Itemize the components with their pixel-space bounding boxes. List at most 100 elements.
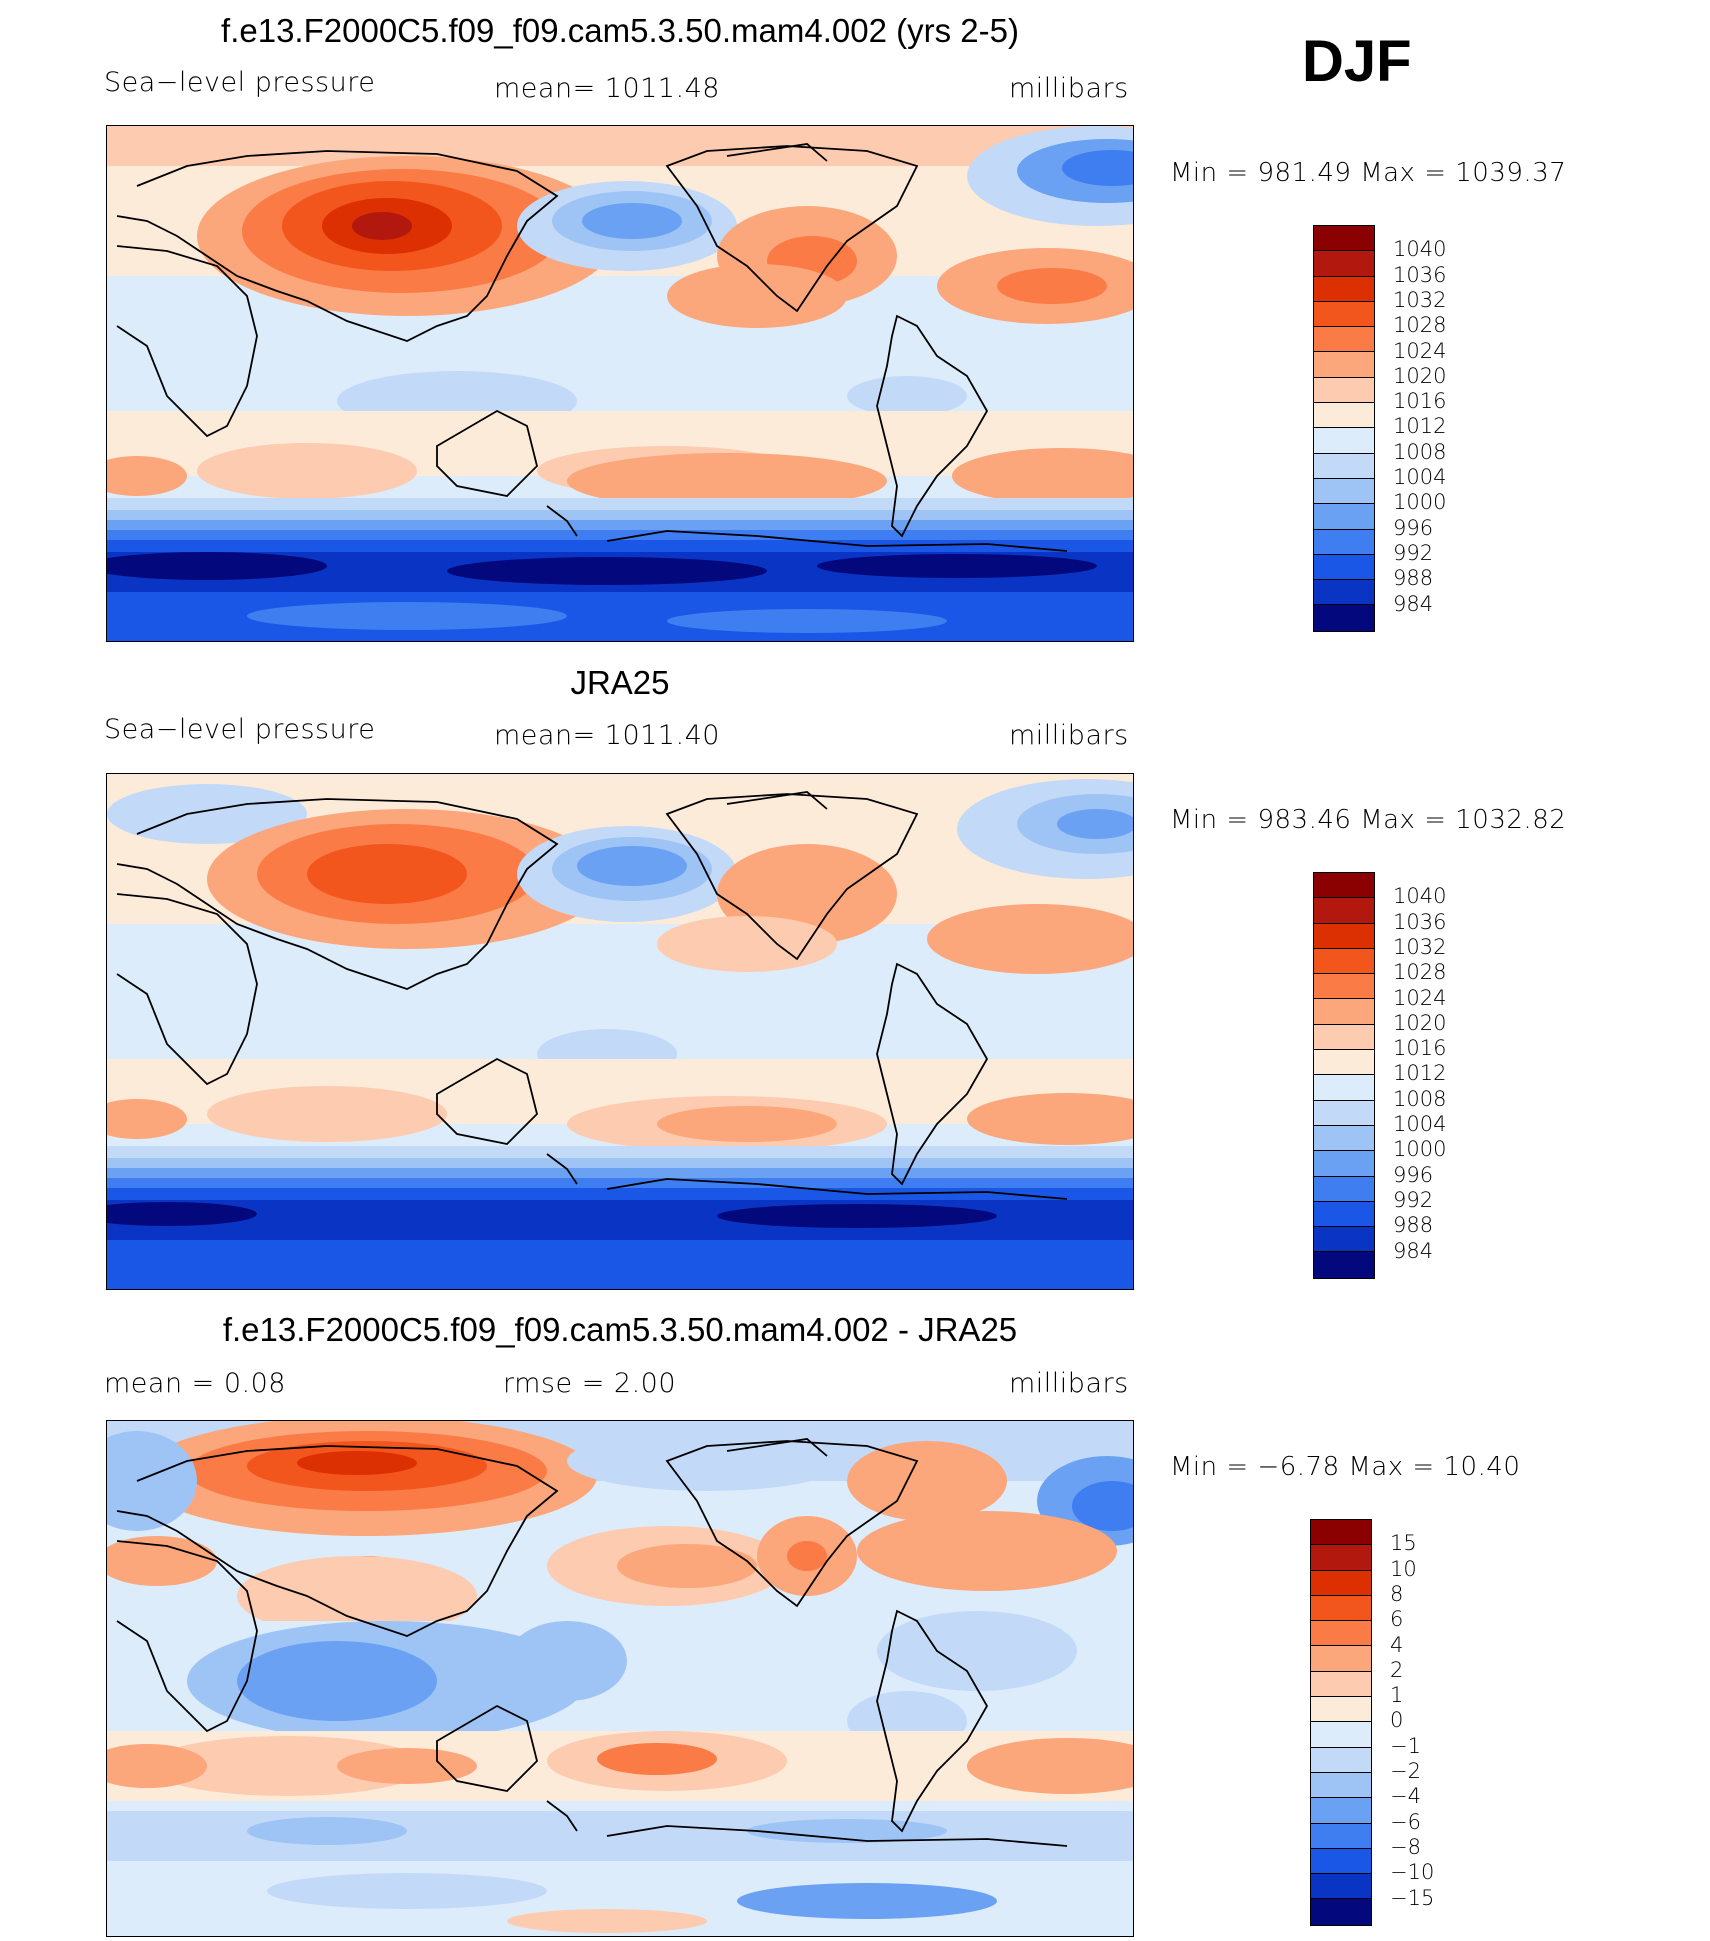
colorbar-model-label: 992 — [1393, 540, 1434, 565]
colorbar-obs-swatch — [1314, 1075, 1374, 1101]
colorbar-model-swatch — [1314, 403, 1374, 429]
colorbar-obs-swatch — [1314, 923, 1374, 949]
colorbar-obs-swatch — [1314, 1201, 1374, 1228]
colorbar-diff-label: −2 — [1390, 1759, 1421, 1783]
panel-mean-obs: mean= 1011.40 — [494, 720, 720, 751]
colorbar-diff-swatch — [1311, 1621, 1371, 1647]
colorbar-obs-label: 1004 — [1393, 1112, 1447, 1136]
colorbar-diff-label: −4 — [1390, 1784, 1421, 1809]
colorbar-model-swatch — [1314, 327, 1374, 353]
colorbar-model-swatch — [1314, 301, 1374, 328]
map-obs-svg — [107, 774, 1133, 1289]
colorbar-obs-label: 1028 — [1393, 960, 1447, 985]
panel-mean-diff: mean = 0.08 — [104, 1368, 286, 1399]
map-obs — [106, 773, 1134, 1290]
colorbar-model-label: 1032 — [1393, 287, 1447, 312]
panel-units-diff: millibars — [1009, 1368, 1129, 1399]
colorbar-diff-swatch — [1311, 1823, 1371, 1849]
colorbar-diff-swatch — [1311, 1570, 1371, 1596]
colorbar-diff-label: 1 — [1390, 1683, 1404, 1708]
panel-left-label-obs: Sea−level pressure — [104, 714, 376, 745]
colorbar-model-swatch — [1314, 251, 1374, 277]
colorbar-obs-swatch — [1314, 999, 1374, 1025]
colorbar-model-label: 1040 — [1393, 237, 1447, 262]
map-model-svg — [107, 126, 1133, 641]
panel-minmax-diff: Min = −6.78 Max = 10.40 — [1170, 1452, 1521, 1482]
colorbar-obs-label: 1016 — [1393, 1036, 1447, 1061]
colorbar-obs-label: 1040 — [1393, 884, 1447, 909]
colorbar-obs-swatch — [1314, 1151, 1374, 1177]
colorbar-diff-swatches — [1310, 1519, 1372, 1926]
colorbar-diff-swatch — [1311, 1798, 1371, 1824]
colorbar-model-swatch — [1314, 580, 1374, 606]
colorbar-diff-swatch — [1311, 1595, 1371, 1622]
colorbar-diff-label: 4 — [1390, 1632, 1404, 1657]
colorbar-diff-swatch — [1311, 1747, 1371, 1773]
panel-title-obs: JRA25 — [570, 664, 670, 701]
map-diff — [106, 1420, 1134, 1937]
colorbar-model-label: 1024 — [1393, 338, 1447, 363]
colorbar-diff-swatch — [1311, 1646, 1371, 1672]
colorbar-obs-label: 984 — [1393, 1238, 1434, 1263]
colorbar-obs-swatch — [1314, 1050, 1374, 1076]
colorbar-model-label: 1008 — [1393, 439, 1447, 464]
colorbar-obs-swatch — [1314, 1024, 1374, 1051]
colorbar-obs-swatch — [1314, 1227, 1374, 1253]
colorbar-obs-swatch — [1314, 1125, 1374, 1152]
colorbar-model-swatch — [1314, 276, 1374, 302]
colorbar-diff-swatch — [1311, 1899, 1371, 1925]
colorbar-diff-label: 10 — [1390, 1556, 1417, 1581]
colorbar-diff-label: −6 — [1390, 1809, 1421, 1834]
colorbar-obs-swatch — [1314, 1176, 1374, 1202]
colorbar-diff-swatch — [1311, 1697, 1371, 1723]
colorbar-model-swatch — [1314, 605, 1374, 631]
colorbar-model-swatch — [1314, 428, 1374, 454]
panel-title-model: f.e13.F2000C5.f09_f09.cam5.3.50.mam4.002… — [221, 12, 1019, 49]
colorbar-diff-label: −10 — [1390, 1860, 1435, 1885]
colorbar-obs-label: 1000 — [1393, 1137, 1447, 1162]
colorbar-diff-label: 15 — [1390, 1531, 1417, 1556]
colorbar-diff-label: 8 — [1390, 1581, 1404, 1606]
panel-units-model: millibars — [1009, 73, 1129, 104]
colorbar-model-swatch — [1314, 377, 1374, 404]
colorbar-diff-swatch — [1311, 1848, 1371, 1875]
panel-minmax-obs: Min = 983.46 Max = 1032.82 — [1170, 805, 1567, 835]
colorbar-model-swatch — [1314, 554, 1374, 581]
colorbar-model-label: 1036 — [1393, 262, 1447, 287]
colorbar-model-swatches — [1313, 225, 1375, 632]
colorbar-obs-swatches — [1313, 872, 1375, 1279]
panel-mean-model: mean= 1011.48 — [494, 73, 720, 104]
colorbar-model-label: 1012 — [1393, 414, 1447, 439]
colorbar-model-label: 1020 — [1393, 363, 1447, 388]
colorbar-model-swatch — [1314, 504, 1374, 530]
colorbar-model-label: 996 — [1393, 515, 1434, 540]
colorbar-model-swatch — [1314, 478, 1374, 505]
colorbar-diff-label: −15 — [1390, 1885, 1435, 1910]
colorbar-diff-label: 2 — [1390, 1657, 1404, 1682]
colorbar-obs-swatch — [1314, 974, 1374, 1000]
colorbar-diff-swatch — [1311, 1772, 1371, 1799]
colorbar-model-swatch — [1314, 529, 1374, 555]
map-model — [106, 125, 1134, 642]
panel-minmax-model: Min = 981.49 Max = 1039.37 — [1170, 158, 1567, 188]
colorbar-obs-swatch — [1314, 948, 1374, 975]
colorbar-model-label: 984 — [1393, 591, 1434, 616]
colorbar-obs-swatch — [1314, 898, 1374, 924]
panel-left-label-model: Sea−level pressure — [104, 67, 376, 98]
colorbar-diff-label: −8 — [1390, 1834, 1421, 1859]
panel-title-diff: f.e13.F2000C5.f09_f09.cam5.3.50.mam4.002… — [222, 1311, 1018, 1348]
colorbar-diff-swatch — [1311, 1874, 1371, 1900]
colorbar-obs-swatch — [1314, 873, 1374, 899]
colorbar-obs-swatch — [1314, 1100, 1374, 1126]
colorbar-model-swatch — [1314, 453, 1374, 479]
colorbar-obs-label: 1036 — [1393, 909, 1447, 934]
colorbar-model-label: 1016 — [1393, 389, 1447, 414]
colorbar-model-swatch — [1314, 352, 1374, 378]
colorbar-model-label: 1028 — [1393, 313, 1447, 338]
colorbar-model-label: 1000 — [1393, 490, 1447, 515]
colorbar-diff-label: −1 — [1390, 1733, 1421, 1758]
colorbar-obs-label: 1008 — [1393, 1086, 1447, 1111]
colorbar-obs-label: 1024 — [1393, 985, 1447, 1010]
season-label: DJF — [1302, 29, 1412, 94]
colorbar-diff-label: 6 — [1390, 1607, 1404, 1632]
